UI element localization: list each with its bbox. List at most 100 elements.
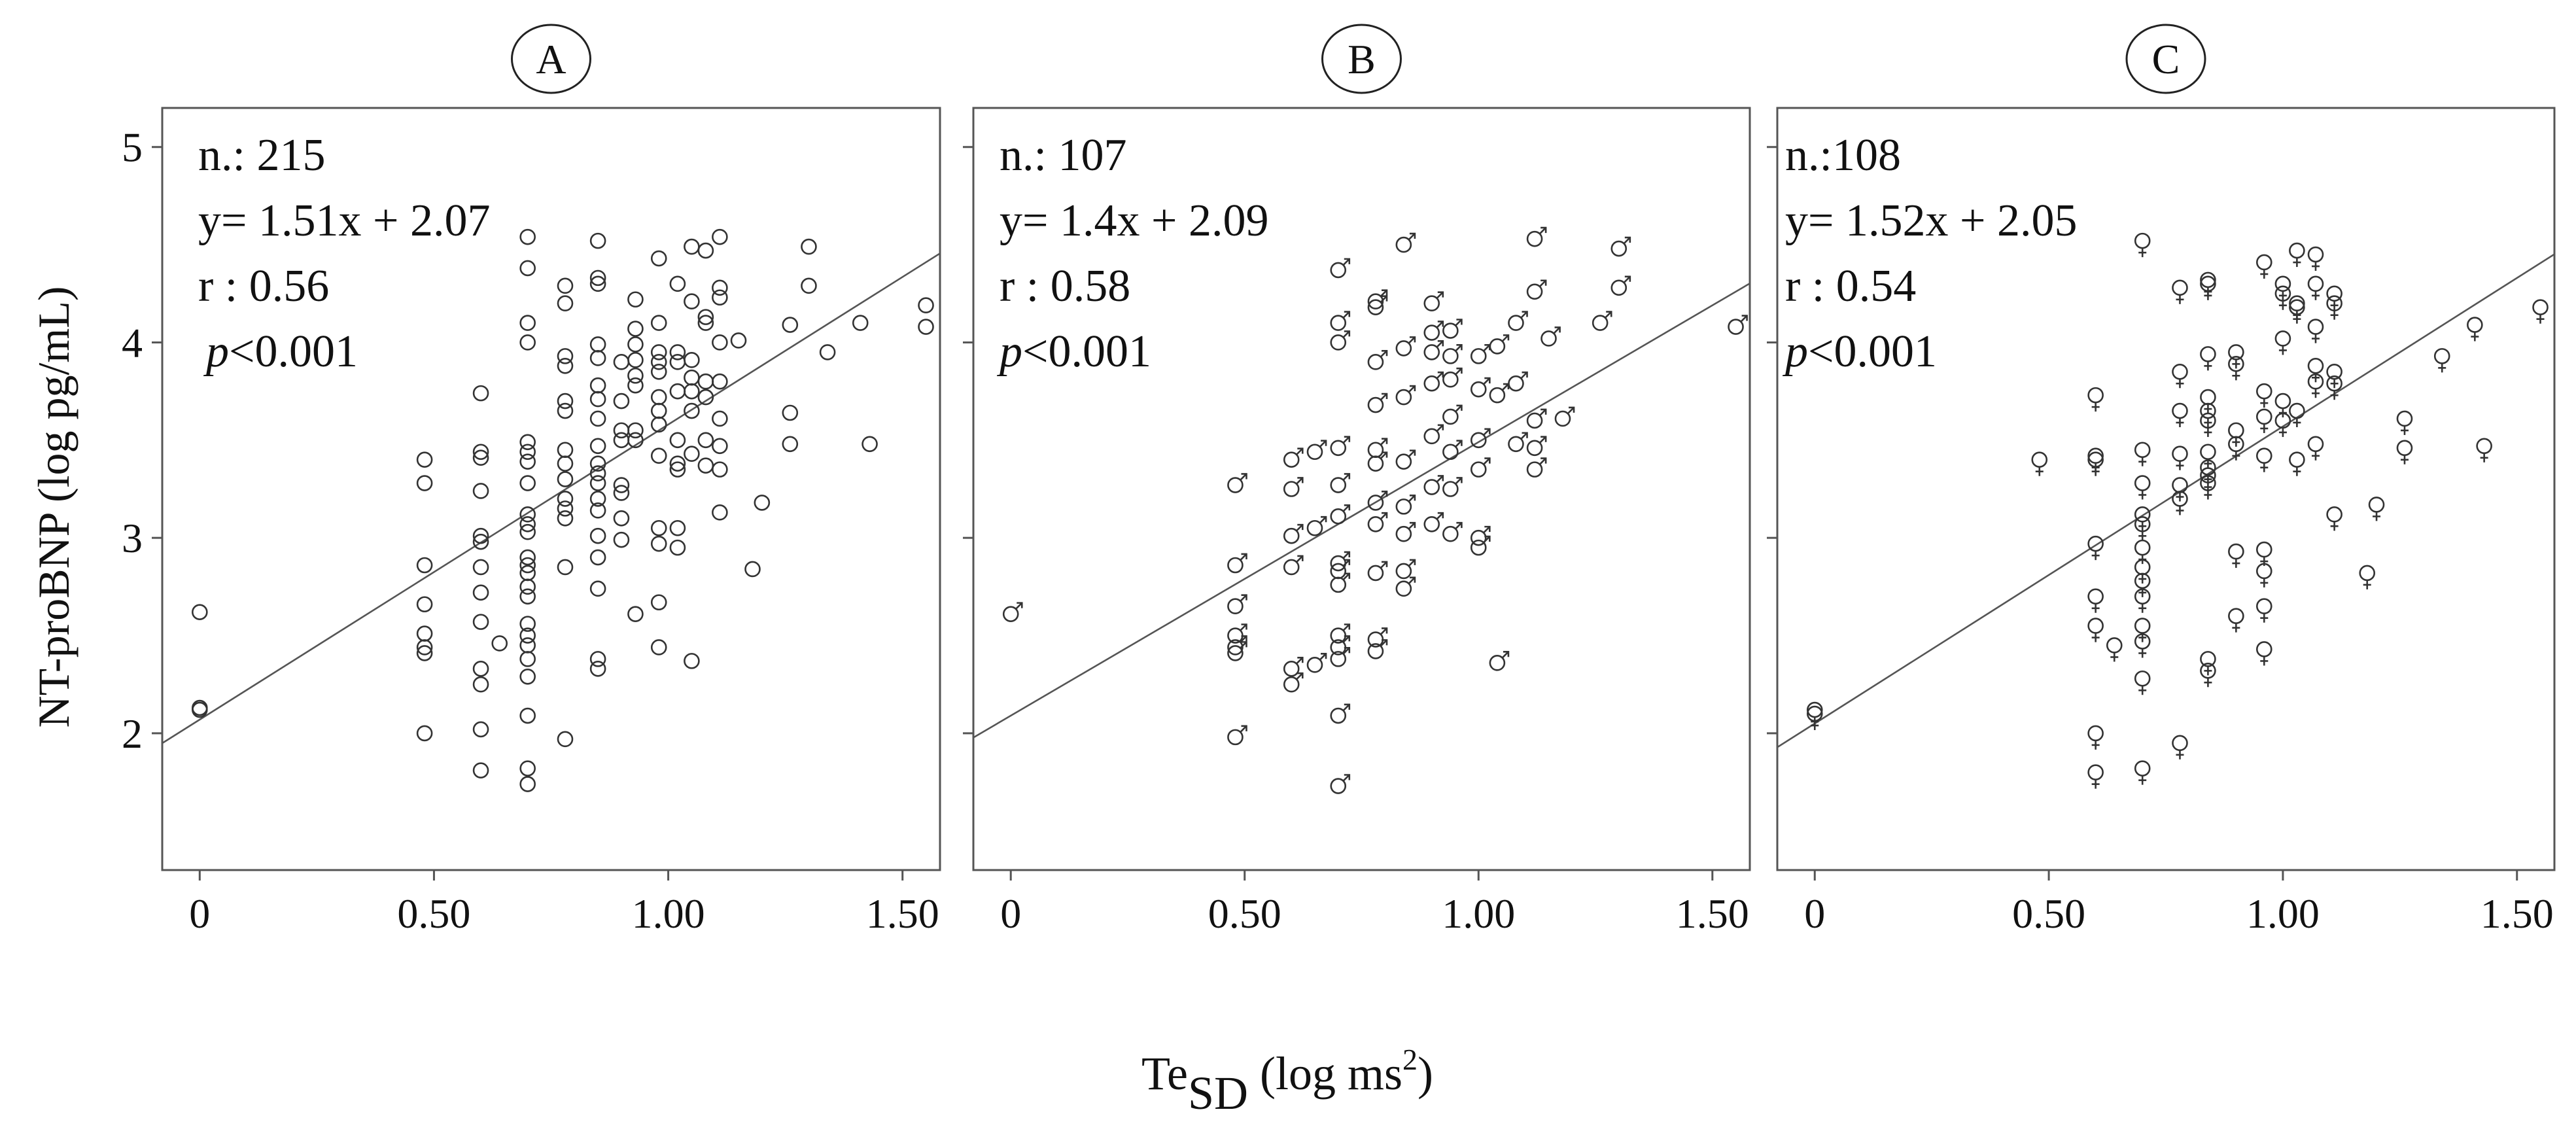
- male-symbol-arrow: [1539, 279, 1547, 288]
- data-point: [1554, 406, 1575, 427]
- data-point: [2326, 375, 2342, 400]
- data-point: [557, 442, 574, 459]
- data-point: [519, 578, 536, 595]
- data-point: [684, 383, 700, 400]
- data-point: [1442, 521, 1463, 542]
- male-symbol-arrow: [1483, 526, 1491, 534]
- panel-label-circle: [2125, 24, 2206, 94]
- male-symbol-arrowhead: [1437, 321, 1444, 327]
- male-symbol-arrow: [1296, 672, 1304, 680]
- male-symbol-arrow: [1539, 408, 1547, 417]
- data-point: [2326, 506, 2342, 531]
- male-symbol-arrow: [1296, 524, 1304, 532]
- male-symbol-circle: [1489, 655, 1506, 671]
- data-point: [1489, 651, 1510, 671]
- male-symbol-circle: [1227, 639, 1244, 655]
- male-symbol-arrow: [1342, 504, 1350, 512]
- male-symbol-circle: [1470, 381, 1487, 398]
- female-symbol-circle: [2255, 541, 2272, 558]
- data-point: [684, 352, 700, 368]
- male-symbol-arrow: [1380, 438, 1387, 445]
- data-point: [2228, 608, 2244, 633]
- data-point: [613, 393, 630, 410]
- data-point: [1283, 447, 1304, 468]
- male-symbol-arrow: [1623, 237, 1631, 245]
- male-symbol-arrow: [1240, 725, 1247, 733]
- male-symbol-circle: [1489, 338, 1506, 355]
- data-point: [2274, 412, 2291, 437]
- male-symbol-circle: [1330, 334, 1347, 351]
- regression-line: [973, 283, 1750, 739]
- male-symbol-circle: [1330, 576, 1347, 593]
- male-symbol-circle: [1227, 477, 1244, 493]
- data-point: [589, 377, 606, 394]
- data-point: [589, 491, 606, 507]
- data-point: [627, 606, 644, 622]
- data-point: [2228, 422, 2244, 447]
- male-symbol-arrowhead: [1344, 311, 1351, 317]
- male-symbol-arrow: [1319, 516, 1327, 524]
- female-symbol-circle: [2172, 735, 2188, 752]
- data-point: [2228, 436, 2244, 461]
- data-point: [712, 504, 728, 521]
- data-point: [2228, 356, 2244, 381]
- data-point: [1283, 656, 1304, 677]
- data-point: [2200, 275, 2216, 300]
- data-point: [1330, 647, 1351, 667]
- data-point: [1423, 340, 1444, 360]
- male-symbol-circle: [1470, 529, 1487, 546]
- male-symbol-arrow: [1455, 405, 1463, 413]
- data-point: [1330, 258, 1351, 279]
- data-point: [557, 277, 574, 294]
- annotation-equation: y= 1.52x + 2.05: [1785, 196, 2077, 246]
- data-point: [472, 444, 489, 461]
- male-symbol-arrowhead: [1297, 523, 1304, 531]
- male-symbol-arrow: [1342, 258, 1350, 266]
- x-tick-label: 1.00: [632, 890, 705, 937]
- data-point: [1442, 440, 1463, 461]
- data-point: [669, 461, 686, 478]
- male-symbol-circle: [1330, 778, 1347, 794]
- data-point: [1489, 334, 1510, 355]
- male-symbol-arrowhead: [1382, 627, 1388, 634]
- annotation-p-value: p<0.001: [1782, 326, 1937, 377]
- data-point: [1283, 477, 1304, 497]
- data-point: [519, 334, 536, 351]
- data-point: [519, 475, 536, 491]
- data-point: [697, 432, 714, 449]
- male-symbol-arrow: [1483, 377, 1491, 385]
- data-point: [2307, 373, 2324, 398]
- male-symbol-circle: [1423, 295, 1440, 312]
- male-symbol-arrow: [1240, 594, 1247, 602]
- data-point: [416, 475, 433, 491]
- data-point: [589, 465, 606, 481]
- male-symbol-arrowhead: [1297, 656, 1304, 663]
- male-symbol-circle: [1395, 563, 1412, 580]
- data-point: [2200, 412, 2216, 437]
- annotation-p-value: p<0.001: [203, 326, 358, 377]
- plot-frame: [972, 107, 1751, 871]
- data-point: [2087, 535, 2104, 561]
- x-axis-label-units-close: ): [1418, 1047, 1433, 1100]
- data-point: [2255, 383, 2272, 408]
- male-symbol-arrowhead: [1456, 319, 1463, 325]
- data-point: [1442, 404, 1463, 425]
- female-symbol-circle: [2307, 275, 2324, 292]
- male-symbol-arrow: [1455, 319, 1463, 326]
- data-point: [2172, 491, 2188, 515]
- female-symbol-circle: [2433, 348, 2450, 364]
- female-symbol-circle: [2200, 346, 2216, 362]
- x-axis-label: TeSD (log ms2): [1141, 1043, 1433, 1119]
- data-point: [2255, 254, 2272, 279]
- male-symbol-arrow: [1342, 647, 1350, 655]
- data-point: [1330, 559, 1351, 580]
- female-symbol-circle: [2087, 588, 2104, 605]
- male-symbol-arrowhead: [1409, 576, 1416, 583]
- male-symbol-arrowhead: [1382, 451, 1388, 458]
- data-point: [650, 535, 667, 552]
- male-symbol-circle: [1508, 436, 1524, 453]
- data-point: [1508, 371, 1528, 392]
- female-symbol-circle: [2087, 387, 2104, 404]
- data-point: [589, 232, 606, 249]
- male-symbol-arrow: [1380, 491, 1387, 498]
